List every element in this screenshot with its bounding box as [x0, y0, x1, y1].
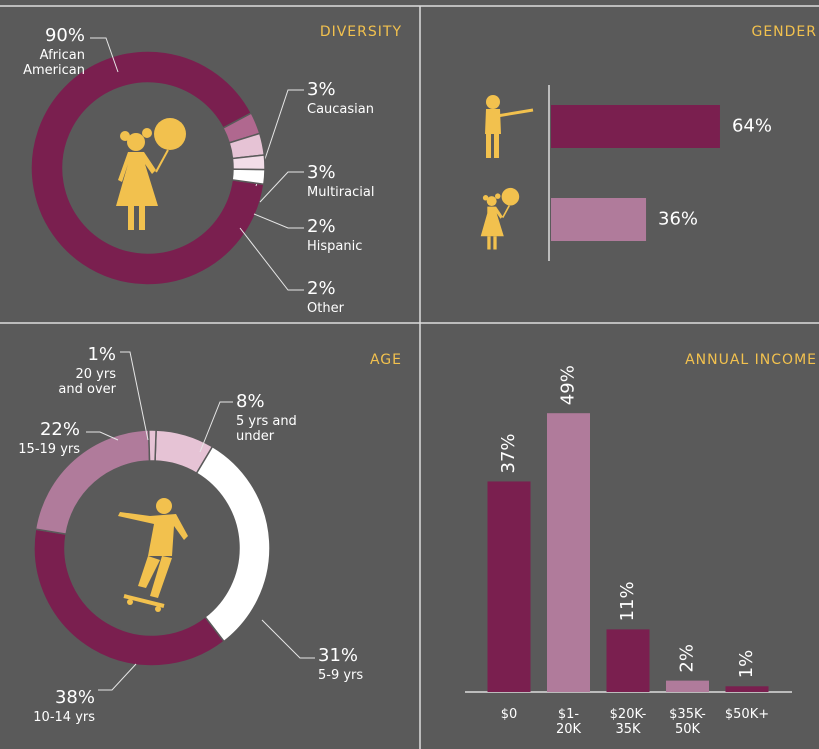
- percent-label: 2%: [307, 279, 336, 299]
- category-label: African American: [15, 48, 85, 78]
- girl-icon: [116, 118, 186, 230]
- category-label: Multiracial: [307, 185, 407, 200]
- category-label: Caucasian: [307, 102, 407, 117]
- x-tick-label: $20K- 35K: [604, 707, 652, 737]
- leader-line: [260, 172, 304, 202]
- percent-label: 3%: [307, 80, 336, 100]
- chart-title: DIVERSITY: [320, 24, 402, 40]
- leader-line: [262, 620, 315, 658]
- donut-segment: [149, 430, 156, 461]
- chart: 64% 36% 37% 49% 11% 2% 1%: [0, 0, 819, 749]
- percent-label: 8%: [236, 392, 265, 412]
- value-label: 36%: [658, 209, 698, 230]
- leader-line: [120, 352, 148, 440]
- x-tick-label: $50K+: [723, 707, 771, 722]
- chart-title: ANNUAL INCOME: [685, 352, 817, 368]
- chart-title: AGE: [370, 352, 402, 368]
- bar: [551, 198, 646, 241]
- percent-label: 3%: [307, 163, 336, 183]
- category-label: 15-19 yrs: [0, 442, 80, 457]
- bar: [726, 686, 769, 692]
- leader-line: [98, 664, 136, 690]
- value-label: 2%: [677, 644, 698, 673]
- percent-label: 31%: [318, 646, 358, 666]
- girl-icon-small: [481, 188, 520, 250]
- category-label: 10-14 yrs: [5, 710, 95, 725]
- category-label: 20 yrs and over: [54, 367, 116, 397]
- value-label: 37%: [498, 433, 519, 473]
- chart-title: GENDER: [751, 24, 817, 40]
- leader-line: [240, 228, 304, 290]
- x-tick-label: $0: [485, 707, 533, 722]
- skater-icon: [118, 498, 188, 612]
- percent-label: 90%: [45, 26, 85, 46]
- leader-line: [254, 214, 304, 228]
- bar: [666, 681, 709, 692]
- bar: [488, 481, 531, 692]
- value-label: 49%: [558, 365, 579, 405]
- donut-segment: [197, 447, 270, 642]
- infographic: 64% 36% 37% 49% 11% 2% 1% DIVERSITY 90%African …: [0, 0, 819, 749]
- category-label: 5 yrs and under: [236, 414, 316, 444]
- category-label: 5-9 yrs: [318, 668, 398, 683]
- percent-label: 22%: [40, 420, 80, 440]
- category-label: Other: [307, 301, 407, 316]
- category-label: Hispanic: [307, 239, 407, 254]
- x-tick-label: $35K- 50K: [664, 707, 712, 737]
- x-tick-label: $1- 20K: [545, 707, 593, 737]
- bar: [547, 413, 590, 692]
- bar: [551, 105, 720, 148]
- bar: [607, 629, 650, 692]
- donut-segment: [31, 51, 264, 285]
- percent-label: 2%: [307, 217, 336, 237]
- value-label: 64%: [732, 116, 772, 137]
- percent-label: 1%: [87, 345, 116, 365]
- value-label: 1%: [736, 650, 757, 679]
- value-label: 11%: [617, 581, 638, 621]
- percent-label: 38%: [55, 688, 95, 708]
- boy-icon: [485, 95, 533, 158]
